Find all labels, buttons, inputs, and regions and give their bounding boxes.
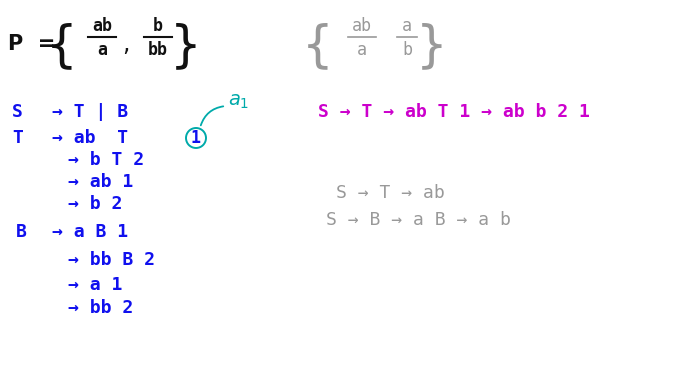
Text: $a_1$: $a_1$: [228, 92, 250, 111]
Text: }: }: [170, 22, 202, 70]
Text: → b 2: → b 2: [68, 195, 122, 213]
Text: B: B: [16, 223, 27, 241]
Text: T: T: [12, 129, 23, 147]
Text: → bb 2: → bb 2: [68, 299, 134, 317]
Text: a: a: [97, 41, 107, 59]
Text: → bb B 2: → bb B 2: [68, 251, 155, 269]
Text: ,: ,: [120, 36, 132, 55]
Text: S → T → ab T 1 → ab b 2 1: S → T → ab T 1 → ab b 2 1: [318, 103, 590, 121]
Text: → b T 2: → b T 2: [68, 151, 144, 169]
Text: ab: ab: [92, 17, 112, 35]
Text: b: b: [402, 41, 412, 59]
Text: a: a: [402, 17, 412, 35]
Text: b: b: [153, 17, 163, 35]
Text: {: {: [302, 22, 334, 70]
Text: P  =: P =: [8, 34, 56, 54]
Text: a: a: [357, 41, 367, 59]
Text: }: }: [416, 22, 448, 70]
Text: → ab 1: → ab 1: [68, 173, 134, 191]
Text: {: {: [46, 22, 78, 70]
Text: ab: ab: [352, 17, 372, 35]
Text: 1: 1: [191, 129, 201, 147]
Text: → a B 1: → a B 1: [52, 223, 128, 241]
Text: → ab  T: → ab T: [52, 129, 128, 147]
Text: → T | B: → T | B: [52, 103, 128, 121]
Text: bb: bb: [148, 41, 168, 59]
Text: S: S: [12, 103, 23, 121]
Text: S → T → ab: S → T → ab: [336, 184, 445, 202]
Text: S → B → a B → a b: S → B → a B → a b: [326, 211, 511, 229]
FancyArrowPatch shape: [201, 106, 223, 125]
Text: → a 1: → a 1: [68, 276, 122, 294]
